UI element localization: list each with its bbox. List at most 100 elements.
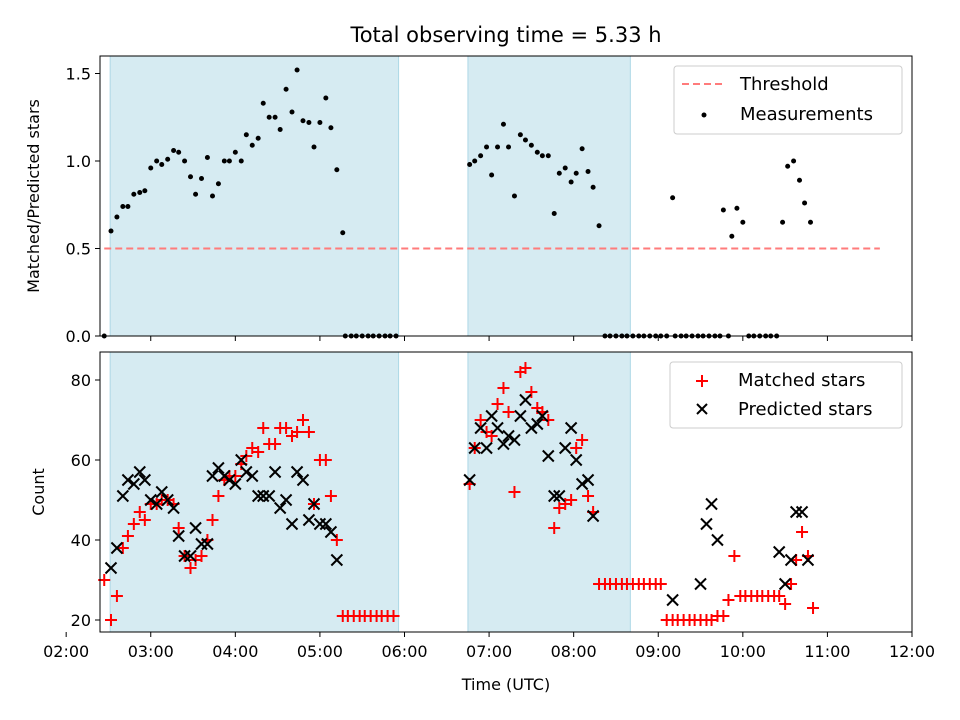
measurement-point: [500, 121, 506, 127]
measurement-point: [243, 132, 249, 138]
measurement-point: [573, 170, 579, 176]
matched-star-point: [548, 522, 561, 534]
predicted-star-point: [491, 421, 504, 435]
measurement-point: [334, 167, 340, 173]
bottom-y-tick-label: 80: [71, 371, 91, 390]
bottom-x-tick-label: 11:00: [804, 642, 850, 661]
bottom-plot-frame: [99, 351, 913, 633]
measurement-point: [495, 144, 501, 150]
predicted-star-point: [307, 497, 321, 511]
predicted-star-point: [302, 513, 316, 527]
predicted-star-point: [519, 393, 532, 407]
predicted-star-point: [167, 501, 180, 515]
predicted-star-point: [273, 501, 287, 515]
measurement-point: [467, 162, 473, 167]
measurement-point: [780, 219, 786, 225]
measurement-point: [272, 114, 278, 120]
bottom-x-tick-label: 09:00: [635, 642, 681, 661]
predicted-star-point: [212, 461, 225, 475]
matched-star-point: [121, 530, 134, 542]
predicted-star-point: [223, 473, 236, 487]
bottom-x-tick-label: 05:00: [297, 642, 343, 661]
measurement-point: [294, 67, 300, 73]
matched-star-point: [172, 522, 185, 534]
measurement-point: [517, 132, 523, 138]
predicted-star-point: [581, 473, 595, 487]
predicted-star-point: [116, 489, 130, 503]
predicted-star-point: [485, 409, 498, 423]
predicted-star-point: [138, 473, 152, 487]
matched-star-point: [779, 598, 792, 610]
measurement-point: [489, 172, 495, 178]
measurement-point: [165, 156, 171, 162]
predicted-star-point: [251, 489, 265, 503]
measurement-point: [511, 193, 517, 199]
matched-star-point: [280, 422, 293, 434]
predicted-star-point: [795, 505, 809, 519]
matched-star-point: [206, 514, 219, 526]
matched-star-point: [565, 494, 578, 506]
predicted-star-point: [290, 465, 304, 479]
bottom-y-tick-label: 20: [71, 611, 91, 630]
measurement-point: [534, 149, 540, 155]
predicted-star-point: [296, 473, 310, 487]
predicted-star-point: [279, 493, 293, 507]
measurement-point: [472, 158, 478, 164]
measurement-point: [176, 149, 182, 155]
predicted-star-point: [474, 421, 487, 435]
bottom-legend: Matched stars Predicted stars: [669, 361, 903, 429]
predicted-star-point: [201, 537, 214, 551]
x-axis-label: Time (UTC): [461, 675, 550, 694]
predicted-star-point: [229, 477, 242, 491]
legend-predicted-swatch: [696, 403, 708, 415]
measurement-point: [283, 86, 289, 92]
predicted-star-point: [184, 549, 197, 563]
measurement-point: [238, 158, 244, 164]
top-shaded-intervals: [109, 55, 631, 337]
measurement-point: [204, 155, 210, 160]
legend-measurements-label: Measurements: [740, 104, 873, 125]
measurement-point: [323, 95, 329, 101]
matched-star-point: [525, 386, 538, 398]
top-shaded-interval: [467, 55, 631, 337]
measurement-point: [808, 219, 813, 225]
predicted-star-point: [155, 485, 168, 499]
measurement-point: [199, 176, 204, 181]
top-y-tick-label: 1.0: [66, 152, 91, 171]
measurement-point: [114, 214, 120, 220]
top-x-ticks: [150, 336, 913, 341]
measurement-point: [720, 207, 726, 213]
measurement-point: [785, 163, 791, 169]
predicted-stars-points: [104, 393, 815, 607]
predicted-star-point: [666, 593, 679, 607]
predicted-star-point: [189, 521, 202, 535]
matched-star-point: [269, 438, 282, 450]
matched-star-point: [110, 590, 123, 602]
measurement-point: [188, 174, 194, 180]
measurement-point: [159, 162, 165, 167]
measurement-point: [193, 191, 199, 197]
measurement-point: [131, 191, 137, 197]
predicted-star-point: [700, 517, 713, 531]
matched-star-point: [252, 446, 265, 458]
measurement-point: [289, 109, 295, 115]
bottom-x-tick-label: 04:00: [212, 642, 258, 661]
measurement-point: [802, 200, 808, 206]
top-y-tick-label: 1.5: [66, 65, 91, 84]
predicted-star-point: [268, 465, 282, 479]
top-legend-box: [673, 65, 903, 135]
measurement-point: [729, 233, 735, 239]
predicted-star-point: [514, 409, 527, 423]
bottom-y-tick-label: 40: [71, 531, 91, 550]
top-y-tick-label: 0.5: [66, 240, 91, 259]
predicted-star-point: [778, 577, 792, 591]
measurement-point: [562, 165, 568, 171]
predicted-star-point: [564, 421, 578, 435]
legend-measurements-swatch: [701, 112, 707, 118]
measurement-point: [596, 223, 602, 229]
bottom-legend-box: [669, 361, 903, 429]
matched-star-point: [570, 442, 583, 454]
measurement-point: [791, 158, 797, 164]
matched-star-point: [229, 470, 242, 482]
